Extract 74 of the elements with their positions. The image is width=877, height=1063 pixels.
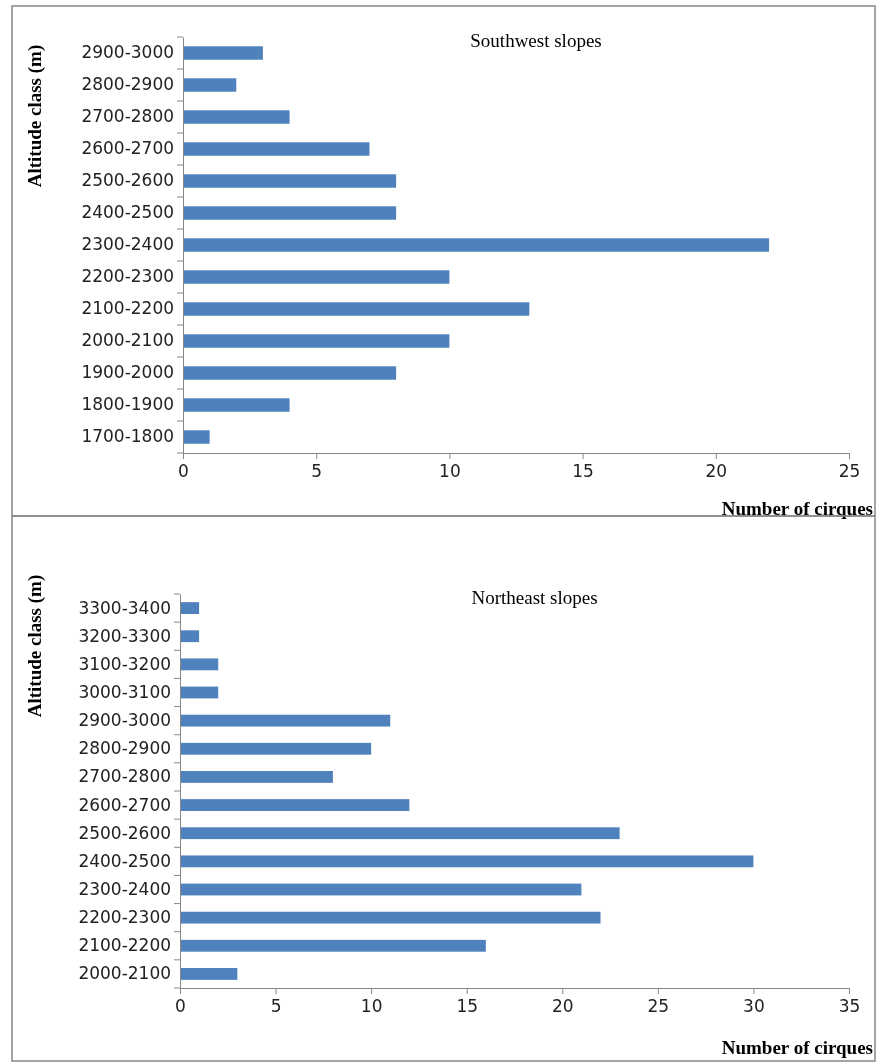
y-tick-label: 2400-2500 <box>78 850 172 871</box>
y-tick-label: 2300-2400 <box>78 878 172 899</box>
y-tick-label: 2200-2300 <box>81 266 175 287</box>
bar <box>180 771 333 783</box>
x-tick-label: 10 <box>439 461 461 482</box>
y-tick-label: 2700-2800 <box>78 766 172 787</box>
y-tick-label: 3100-3200 <box>78 653 172 674</box>
bar <box>180 658 219 671</box>
bar <box>180 714 391 727</box>
chart-title: Southwest slopes <box>470 30 602 51</box>
y-tick-label: 3000-3100 <box>78 681 172 702</box>
x-tick-label: 5 <box>311 461 323 482</box>
y-tick-label: 2200-2300 <box>78 907 172 928</box>
bar <box>183 206 397 220</box>
bar <box>183 334 450 348</box>
bar <box>180 883 582 896</box>
x-tick-label: 15 <box>456 996 479 1017</box>
x-tick-label: 25 <box>647 996 670 1017</box>
bar <box>183 142 370 156</box>
y-axis-title: Altitude class (m) <box>24 574 46 718</box>
y-tick-label: 2900-3000 <box>78 710 172 731</box>
bar <box>180 855 754 868</box>
y-tick-label: 2700-2800 <box>81 106 175 127</box>
y-tick-label: 2500-2600 <box>78 822 172 843</box>
x-tick-label: 20 <box>551 996 574 1017</box>
y-tick-label: 2800-2900 <box>78 738 172 759</box>
y-tick-label: 1800-1900 <box>81 394 175 415</box>
x-tick-label: 15 <box>572 461 594 482</box>
bar <box>180 742 372 755</box>
y-tick-label: 2000-2100 <box>78 963 172 984</box>
x-tick-label: 10 <box>360 996 383 1017</box>
x-tick-label: 20 <box>705 461 728 482</box>
y-tick-label: 1900-2000 <box>81 362 175 383</box>
y-tick-label: 2000-2100 <box>81 330 175 351</box>
bar <box>183 78 237 92</box>
y-tick-label: 2500-2600 <box>81 170 175 191</box>
x-axis-title: Number of cirques <box>721 1037 873 1058</box>
bar <box>183 46 263 60</box>
y-tick-label: 2600-2700 <box>78 794 172 815</box>
y-tick-label: 2300-2400 <box>81 234 175 255</box>
y-tick-label: 2100-2200 <box>78 935 172 956</box>
bar <box>180 630 200 643</box>
x-tick-label: 0 <box>178 461 189 482</box>
bar <box>180 602 200 614</box>
bar <box>180 686 219 699</box>
y-tick-label: 3300-3400 <box>78 597 172 618</box>
x-tick-label: 35 <box>838 996 861 1017</box>
y-axis-title: Altitude class (m) <box>24 44 46 188</box>
bar <box>180 939 486 952</box>
bar <box>180 827 620 840</box>
y-tick-label: 2400-2500 <box>81 202 175 223</box>
bar <box>183 398 290 412</box>
x-tick-label: 30 <box>743 996 765 1017</box>
bar <box>183 430 210 444</box>
chart-title: Northeast slopes <box>471 587 598 608</box>
y-tick-label: 2800-2900 <box>81 74 175 95</box>
bar <box>183 238 770 252</box>
bar <box>180 968 238 980</box>
x-axis-title: Number of cirques <box>721 498 873 519</box>
y-tick-label: 3200-3300 <box>78 625 172 646</box>
bar <box>183 174 397 188</box>
x-tick-label: 25 <box>838 461 861 482</box>
y-tick-label: 2600-2700 <box>81 138 175 159</box>
y-tick-label: 2100-2200 <box>81 298 175 319</box>
bar <box>183 270 450 284</box>
y-tick-label: 2900-3000 <box>81 42 175 63</box>
bar <box>180 799 410 811</box>
x-tick-label: 5 <box>270 996 282 1017</box>
bar <box>183 302 530 316</box>
bar <box>180 911 601 924</box>
bar <box>183 110 290 124</box>
x-tick-label: 0 <box>175 996 186 1017</box>
y-tick-label: 1700-1800 <box>81 426 175 447</box>
bar <box>183 366 397 380</box>
